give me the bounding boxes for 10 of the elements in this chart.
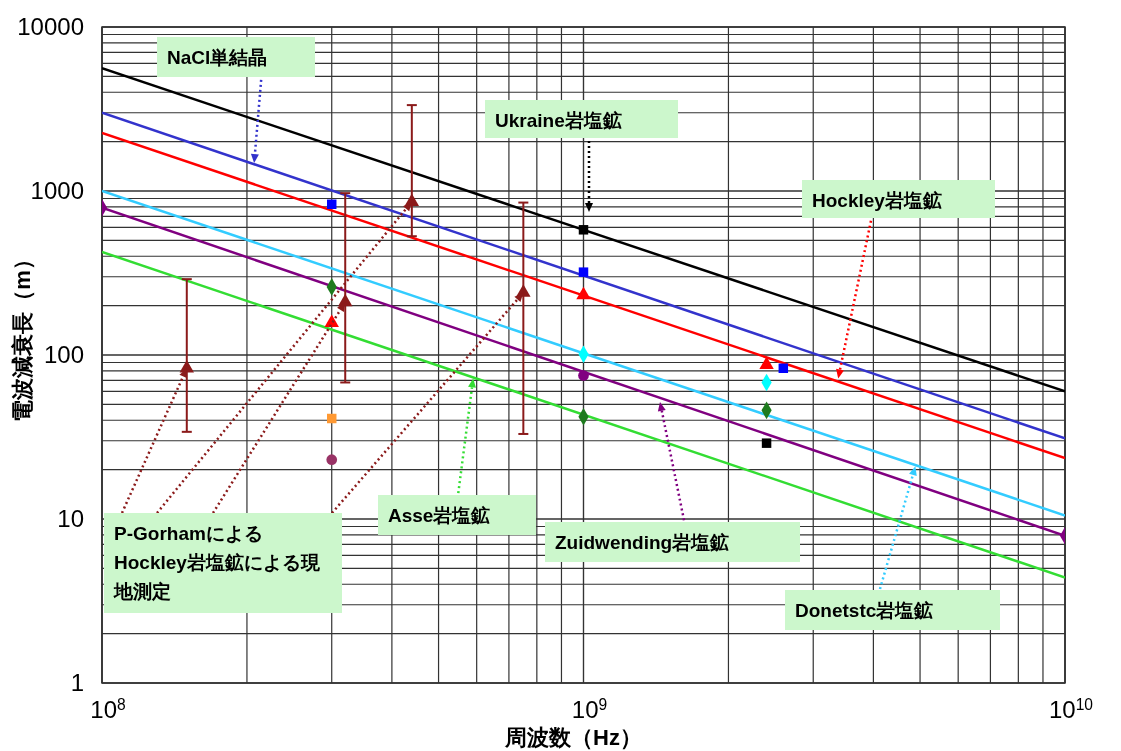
y-tick-label: 10000: [17, 13, 84, 41]
y-axis-title: 電波減衰長（m）: [10, 248, 35, 422]
y-tick-label: 10: [57, 505, 84, 533]
y-tick-label: 100: [43, 341, 84, 369]
y-tick-label: 1: [70, 669, 84, 697]
y-tick-label: 1000: [30, 177, 84, 205]
x-tick-label: 10$^{9}$: [571, 695, 608, 723]
x-axis-title: 周波数（Hz）: [504, 725, 642, 750]
x-tick-label: 10$^{8}$: [90, 695, 126, 723]
x-tick-label: 10$^{10}$: [1048, 695, 1094, 723]
